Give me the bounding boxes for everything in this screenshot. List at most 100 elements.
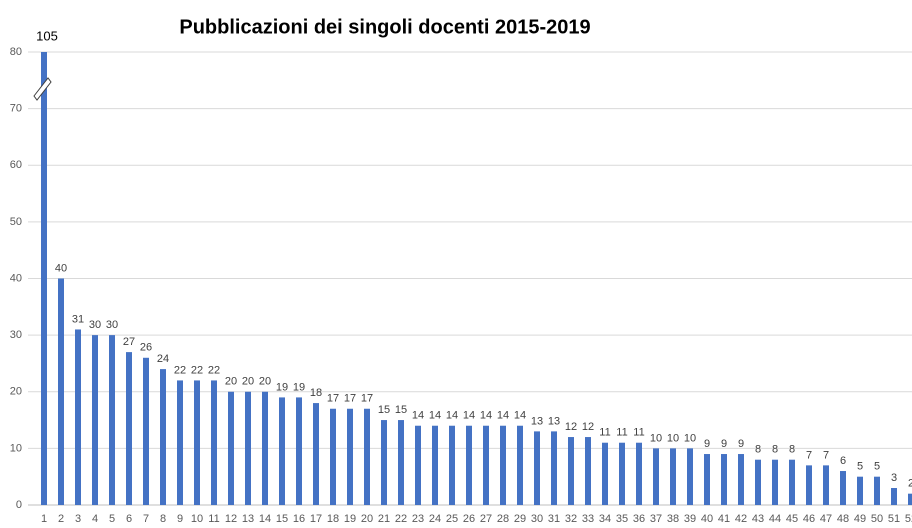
data-label: 17 — [361, 393, 373, 405]
data-label: 11 — [616, 427, 627, 439]
labels: 0102030405060708011052403314305306277268… — [10, 28, 912, 524]
bar — [92, 335, 98, 505]
grid — [28, 51, 912, 506]
bar — [857, 476, 863, 505]
bar — [721, 454, 727, 505]
data-label: 13 — [531, 415, 543, 427]
y-tick-label: 80 — [10, 46, 22, 58]
data-label: 14 — [497, 410, 509, 422]
bar — [500, 425, 506, 505]
chart-title: Pubblicazioni dei singoli docenti 2015-2… — [179, 16, 590, 38]
y-tick-label: 20 — [10, 386, 22, 398]
data-label: 14 — [463, 410, 475, 422]
bar — [908, 493, 912, 505]
bar — [398, 420, 404, 505]
bar — [585, 437, 591, 505]
data-label: 7 — [823, 449, 829, 461]
data-label: 8 — [772, 444, 778, 456]
bar — [109, 335, 115, 505]
x-tick-label: 24 — [429, 513, 441, 525]
data-label: 22 — [191, 364, 203, 376]
bar — [840, 471, 846, 505]
x-tick-label: 31 — [548, 513, 560, 525]
x-tick-label: 20 — [361, 513, 373, 525]
x-tick-label: 12 — [225, 513, 237, 525]
data-label: 14 — [446, 410, 458, 422]
bar — [245, 391, 251, 505]
bar — [313, 403, 319, 505]
x-tick-label: 21 — [378, 513, 390, 525]
data-label: 11 — [633, 427, 644, 439]
x-tick-label: 8 — [160, 513, 166, 525]
y-tick-label: 60 — [10, 159, 22, 171]
bar — [619, 442, 625, 505]
bar — [347, 408, 353, 505]
bar — [211, 380, 217, 505]
data-label: 19 — [276, 381, 288, 393]
data-label: 14 — [412, 410, 424, 422]
data-label: 22 — [174, 364, 186, 376]
data-label: 26 — [140, 342, 152, 354]
x-tick-label: 28 — [497, 513, 509, 525]
bar — [177, 380, 183, 505]
data-label: 13 — [548, 415, 560, 427]
y-tick-label: 50 — [10, 216, 22, 228]
bar — [823, 465, 829, 505]
data-label: 8 — [789, 444, 795, 456]
bar — [381, 420, 387, 505]
data-label: 31 — [72, 313, 84, 325]
x-tick-label: 33 — [582, 513, 594, 525]
bar — [755, 459, 761, 505]
data-label: 14 — [429, 410, 441, 422]
x-tick-label: 1 — [41, 513, 47, 525]
data-label: 2 — [908, 478, 912, 490]
data-label: 10 — [650, 432, 662, 444]
x-tick-label: 40 — [701, 513, 713, 525]
data-label: 24 — [157, 353, 169, 365]
x-tick-label: 16 — [293, 513, 305, 525]
bar — [41, 52, 47, 505]
x-tick-label: 5 — [109, 513, 115, 525]
x-tick-label: 46 — [803, 513, 815, 525]
x-tick-label: 2 — [58, 513, 64, 525]
bar — [534, 431, 540, 505]
bar — [143, 357, 149, 505]
x-tick-label: 38 — [667, 513, 679, 525]
x-tick-label: 51 — [888, 513, 900, 525]
data-label: 12 — [565, 421, 577, 433]
bar — [296, 397, 302, 505]
x-tick-label: 4 — [92, 513, 98, 525]
x-tick-label: 22 — [395, 513, 407, 525]
bar — [330, 408, 336, 505]
bar — [279, 397, 285, 505]
data-label: 9 — [721, 438, 727, 450]
x-tick-label: 52 — [905, 513, 912, 525]
data-label: 20 — [259, 376, 271, 388]
bar — [789, 459, 795, 505]
bar — [636, 442, 642, 505]
data-label: 9 — [738, 438, 744, 450]
bar — [517, 425, 523, 505]
data-label: 30 — [89, 319, 101, 331]
x-tick-label: 36 — [633, 513, 645, 525]
x-tick-label: 32 — [565, 513, 577, 525]
bar — [364, 408, 370, 505]
x-tick-label: 41 — [718, 513, 730, 525]
x-tick-label: 11 — [208, 513, 219, 525]
x-tick-label: 25 — [446, 513, 458, 525]
x-tick-label: 44 — [769, 513, 781, 525]
x-tick-label: 23 — [412, 513, 424, 525]
x-tick-label: 34 — [599, 513, 611, 525]
x-tick-label: 13 — [242, 513, 254, 525]
x-tick-label: 35 — [616, 513, 628, 525]
x-tick-label: 47 — [820, 513, 832, 525]
x-tick-label: 3 — [75, 513, 81, 525]
bar — [432, 425, 438, 505]
data-label: 27 — [123, 336, 135, 348]
data-label: 17 — [327, 393, 339, 405]
bar — [194, 380, 200, 505]
x-tick-label: 43 — [752, 513, 764, 525]
data-label: 12 — [582, 421, 594, 433]
x-tick-label: 6 — [126, 513, 132, 525]
